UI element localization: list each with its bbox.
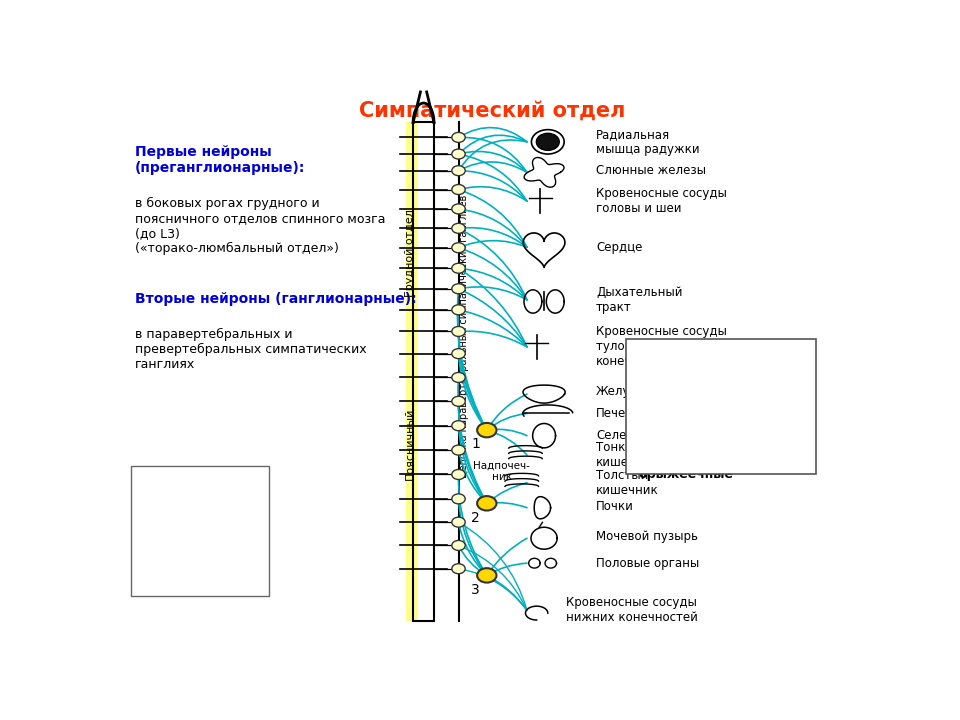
Circle shape [452,149,466,159]
Text: Вторые нейроны (ганглионарные):: Вторые нейроны (ганглионарные): [134,292,417,305]
Text: 1: 1 [471,437,480,451]
FancyBboxPatch shape [132,466,269,596]
Circle shape [452,243,466,253]
Circle shape [452,541,466,550]
Text: Первые нейроны
(преганглионарные):: Первые нейроны (преганглионарные): [134,145,305,175]
Text: Надпочеч-
ник: Надпочеч- ник [473,461,530,482]
Circle shape [452,564,466,574]
Text: Почки: Почки [596,500,634,513]
Text: Грудной отдел: Грудной отдел [405,209,415,297]
Text: Мочевой пузырь: Мочевой пузырь [596,530,698,543]
Circle shape [452,396,466,406]
Circle shape [452,264,466,273]
Circle shape [452,445,466,455]
Text: Тонкий
кишечник: Тонкий кишечник [596,441,659,469]
Circle shape [452,494,466,504]
Circle shape [452,223,466,233]
Text: Радиальная
мышца радужки: Радиальная мышца радужки [596,128,700,156]
Circle shape [452,372,466,382]
Text: Кровеносные сосуды
туловища и верхних
конечностей: Кровеносные сосуды туловища и верхних ко… [596,325,727,369]
Circle shape [452,166,466,176]
Circle shape [452,284,466,294]
Text: Превертебральные
симпатические
ганглии:

1 – чревный
2 – верхний
брыжеечный
3 – : Превертебральные симпатические ганглии: … [638,348,779,481]
Text: Половые органы: Половые органы [596,557,700,570]
Circle shape [452,420,466,431]
Text: 2: 2 [471,510,480,525]
Circle shape [452,469,466,480]
Circle shape [477,568,496,582]
Text: Кровеносные сосуды
нижних конечностей: Кровеносные сосуды нижних конечностей [566,596,698,624]
Text: Кровеносные сосуды
головы и шеи: Кровеносные сосуды головы и шеи [596,187,727,215]
Bar [406,122,418,621]
Circle shape [452,305,466,315]
Text: в боковых рогах грудного и
поясничного отделов спинного мозга
(до L3)
(«торако-л: в боковых рогах грудного и поясничного о… [134,197,385,256]
Circle shape [452,517,466,527]
Text: Слюнные железы: Слюнные железы [596,164,707,177]
Circle shape [452,132,466,143]
Bar [413,122,434,621]
Circle shape [477,423,496,437]
Circle shape [537,133,560,150]
Text: Симпатический отдел: Симпатический отдел [359,100,625,120]
Text: Толстый
кишечник: Толстый кишечник [596,469,659,497]
Text: Печень: Печень [596,407,641,420]
Text: Цепочка паравертебральных симпатических ганглиев: Цепочка паравертебральных симпатических … [460,194,469,477]
Text: Сердце: Сердце [596,240,642,253]
Circle shape [452,184,466,194]
Text: Дыхательный
тракт: Дыхательный тракт [596,286,683,314]
FancyBboxPatch shape [626,338,816,474]
Text: Селезенка: Селезенка [596,429,662,442]
Text: 3: 3 [471,582,480,597]
Text: Желудок: Желудок [596,384,653,398]
Circle shape [452,348,466,359]
Circle shape [452,326,466,336]
Circle shape [477,496,496,510]
Text: Клетки мозгового
вещества
надпочечников
иннервируются
преганглионарными
симпатич: Клетки мозгового вещества надпочечников … [144,474,265,554]
Text: в паравертебральных и
превертебральных симпатических
ганглиях: в паравертебральных и превертебральных с… [134,328,367,371]
Text: Поясничный: Поясничный [405,408,415,480]
Circle shape [452,204,466,214]
